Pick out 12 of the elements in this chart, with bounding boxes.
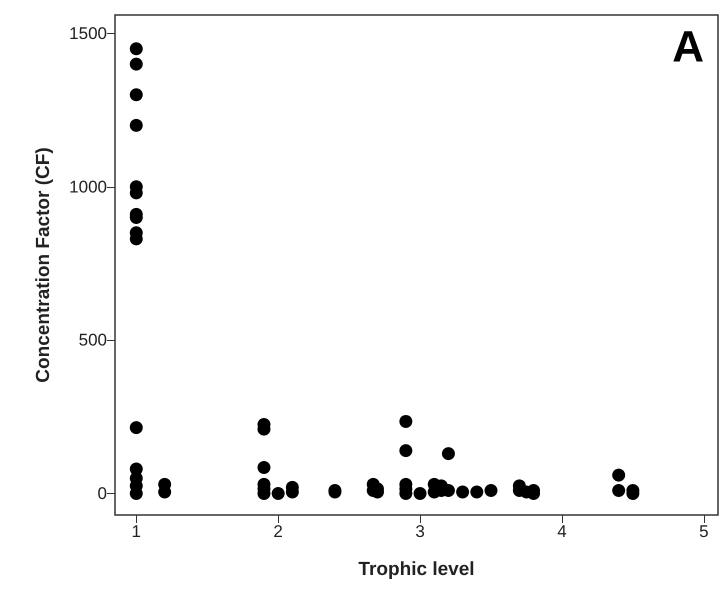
x-tick-label: 3 bbox=[415, 522, 425, 541]
y-tick-label: 0 bbox=[98, 484, 107, 504]
x-axis-title: Trophic level bbox=[358, 559, 475, 580]
x-tick-label: 4 bbox=[557, 522, 567, 541]
y-tick-label: 1500 bbox=[69, 24, 107, 43]
y-tick-label: 1000 bbox=[69, 177, 107, 196]
x-tick-label: 1 bbox=[132, 522, 142, 541]
y-tick-label: 500 bbox=[78, 330, 107, 350]
x-tick-label: 2 bbox=[273, 522, 283, 541]
x-tick-label: 5 bbox=[699, 522, 709, 541]
y-axis-title: Concentration Factor (CF) bbox=[33, 147, 54, 383]
annotation: A bbox=[672, 22, 704, 72]
